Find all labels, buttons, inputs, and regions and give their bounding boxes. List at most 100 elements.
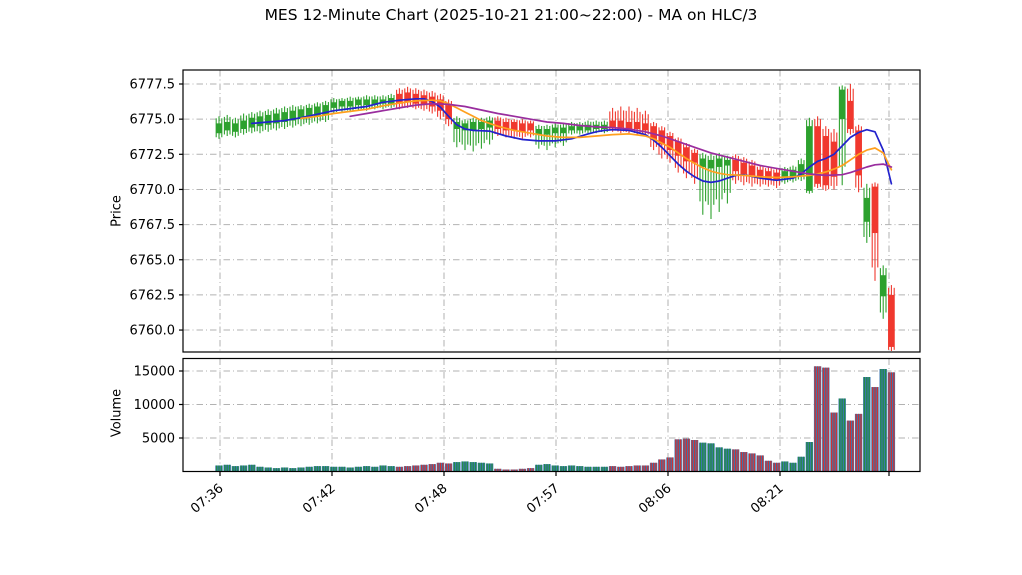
volume-bar[interactable] (830, 412, 838, 472)
volume-bar[interactable] (625, 466, 633, 472)
volume-bar[interactable] (879, 368, 887, 472)
volume-bar[interactable] (723, 448, 732, 472)
volume-bar[interactable] (871, 387, 879, 472)
candlestick[interactable] (674, 137, 682, 173)
candlestick[interactable] (830, 128, 838, 190)
candlestick[interactable] (535, 124, 543, 149)
volume-bar[interactable] (412, 465, 420, 472)
volume-bar[interactable] (346, 467, 354, 472)
volume-bar[interactable] (641, 465, 650, 472)
candlestick[interactable] (453, 116, 461, 148)
volume-bar[interactable] (395, 466, 404, 472)
candlestick[interactable] (748, 159, 756, 187)
volume-bar[interactable] (854, 413, 863, 472)
volume-bar[interactable] (403, 466, 412, 472)
volume-bar[interactable] (731, 449, 740, 472)
volume-bar[interactable] (444, 463, 453, 472)
candlestick[interactable] (396, 88, 403, 110)
candlestick[interactable] (264, 109, 272, 132)
volume-bar[interactable] (617, 466, 625, 472)
candlestick[interactable] (469, 117, 477, 152)
volume-bar[interactable] (764, 460, 773, 472)
candlestick[interactable] (289, 105, 297, 128)
volume-bar[interactable] (805, 442, 814, 472)
volume-bar[interactable] (797, 456, 805, 472)
volume-bar[interactable] (633, 465, 641, 472)
candlestick[interactable] (888, 285, 895, 351)
volume-bar[interactable] (379, 465, 387, 472)
volume-bar[interactable] (428, 464, 436, 472)
volume-bar[interactable] (330, 466, 338, 472)
volume-bar[interactable] (887, 372, 896, 472)
volume-bar[interactable] (371, 466, 379, 472)
volume-bar[interactable] (567, 465, 576, 472)
volume-bar[interactable] (781, 461, 789, 472)
candlestick[interactable] (543, 124, 551, 151)
candlestick[interactable] (297, 105, 305, 127)
candlestick[interactable] (314, 102, 321, 124)
candlestick[interactable] (683, 143, 690, 179)
candlestick[interactable] (551, 123, 559, 148)
volume-bar[interactable] (436, 462, 445, 472)
volume-bar[interactable] (674, 439, 682, 472)
candlestick[interactable] (519, 119, 526, 139)
volume-bar[interactable] (297, 467, 305, 472)
candlestick[interactable] (404, 86, 411, 108)
candlestick[interactable] (797, 158, 805, 182)
candlestick[interactable] (707, 154, 715, 219)
candlestick[interactable] (650, 121, 657, 151)
volume-bar[interactable] (649, 462, 658, 472)
candlestick[interactable] (814, 116, 821, 189)
volume-bar[interactable] (756, 455, 764, 472)
volume-bar[interactable] (313, 466, 322, 472)
volume-bar[interactable] (666, 457, 674, 472)
candlestick[interactable] (478, 117, 485, 149)
volume-bar[interactable] (740, 452, 748, 472)
candlestick[interactable] (346, 96, 354, 113)
candlestick[interactable] (855, 124, 862, 193)
candlestick[interactable] (527, 120, 534, 138)
volume-bar[interactable] (559, 466, 568, 472)
volume-bar[interactable] (231, 466, 240, 472)
candlestick[interactable] (215, 116, 223, 139)
volume-bar[interactable] (658, 459, 666, 472)
volume-bar[interactable] (469, 462, 477, 472)
volume-bar[interactable] (551, 465, 559, 472)
volume-bar[interactable] (453, 462, 461, 472)
volume-bar[interactable] (682, 438, 691, 472)
volume-bar[interactable] (461, 461, 469, 472)
candlestick[interactable] (863, 183, 871, 243)
candlestick[interactable] (699, 152, 707, 215)
candlestick[interactable] (461, 119, 469, 151)
volume-bar[interactable] (846, 420, 855, 472)
volume-bar[interactable] (789, 462, 797, 472)
candlestick[interactable] (273, 107, 280, 131)
volume-bar[interactable] (543, 464, 551, 472)
volume-bar[interactable] (420, 464, 428, 472)
volume-bar[interactable] (305, 466, 313, 472)
candlestick[interactable] (281, 106, 288, 129)
candlestick[interactable] (223, 114, 231, 137)
candlestick[interactable] (838, 85, 846, 186)
volume-bar[interactable] (256, 466, 264, 472)
candlestick[interactable] (232, 117, 239, 138)
volume-bar[interactable] (485, 463, 494, 472)
volume-bar[interactable] (338, 466, 346, 472)
volume-bar[interactable] (223, 464, 231, 472)
volume-bar[interactable] (248, 464, 256, 472)
volume-bar[interactable] (215, 465, 223, 472)
volume-bar[interactable] (748, 453, 756, 472)
volume-bar[interactable] (772, 462, 781, 472)
candlestick[interactable] (510, 119, 518, 139)
candlestick[interactable] (871, 182, 879, 281)
volume-bar[interactable] (699, 442, 707, 472)
volume-bar[interactable] (608, 466, 617, 472)
volume-bar[interactable] (280, 467, 289, 472)
volume-bar[interactable] (690, 440, 699, 472)
volume-bar[interactable] (354, 466, 363, 472)
volume-bar[interactable] (838, 398, 846, 472)
candlestick[interactable] (691, 148, 698, 184)
candlestick[interactable] (879, 265, 887, 319)
volume-bar[interactable] (600, 466, 609, 472)
volume-bar[interactable] (707, 443, 715, 472)
